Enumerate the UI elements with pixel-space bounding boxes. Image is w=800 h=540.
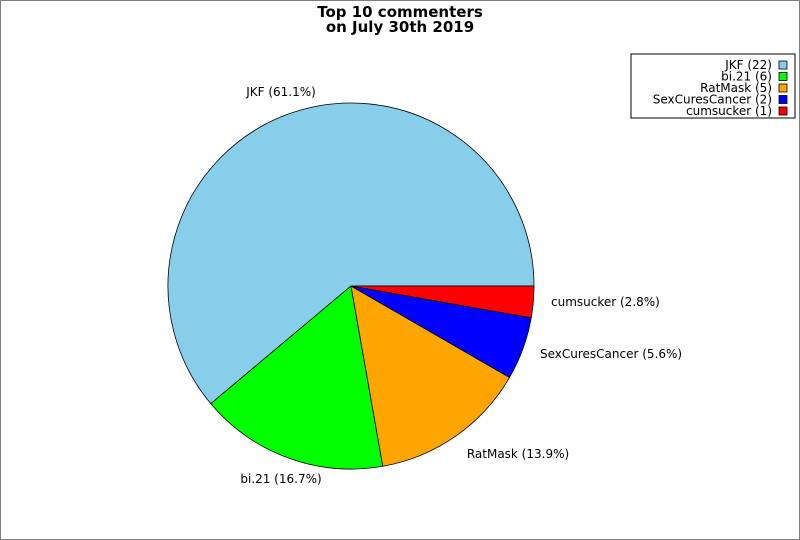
legend-item-label: cumsucker (1) xyxy=(686,104,772,118)
chart-subtitle: on July 30th 2019 xyxy=(326,18,474,36)
chart-title: Top 10 commenters xyxy=(317,3,483,21)
legend-item-label: JKF (22) xyxy=(724,58,772,72)
legend-item-label: RatMask (5) xyxy=(700,81,772,95)
pie-slice-jkf xyxy=(167,102,535,405)
slice-label: cumsucker (2.8%) xyxy=(551,295,660,309)
slice-labels: JKF (61.1%) bi.21 (16.7%) RatMask (13.9%) S… xyxy=(240,85,682,486)
pie-slices xyxy=(167,102,535,470)
pie-slice-bi-21 xyxy=(210,285,384,470)
slice-label: JKF (61.1%) xyxy=(245,85,316,99)
slice-label: SexCuresCancer (5.6%) xyxy=(540,347,682,361)
legend-item-label: SexCuresCancer (2) xyxy=(653,93,772,107)
pie-slice-cumsucker xyxy=(350,285,535,319)
legend-swatch xyxy=(778,60,788,70)
legend: JKF (22)bi.21 (6)RatMask (5)SexCuresCanc… xyxy=(630,53,796,119)
legend-swatch xyxy=(778,83,788,93)
legend-box xyxy=(630,53,796,119)
slice-label: bi.21 (16.7%) xyxy=(240,472,321,486)
slice-label: RatMask (13.9%) xyxy=(467,447,569,461)
legend-swatch xyxy=(778,95,788,104)
pie-slice-ratmask xyxy=(350,285,511,467)
legend-swatch xyxy=(778,72,788,81)
legend-item-label: bi.21 (6) xyxy=(721,70,772,84)
legend-swatch xyxy=(778,106,788,116)
